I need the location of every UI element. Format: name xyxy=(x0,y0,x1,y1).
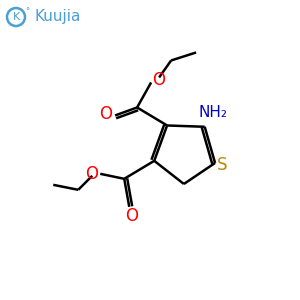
Text: S: S xyxy=(217,156,227,174)
Text: NH₂: NH₂ xyxy=(198,105,227,120)
Text: O: O xyxy=(100,106,112,124)
Text: Kuujia: Kuujia xyxy=(35,10,81,25)
Text: °: ° xyxy=(25,8,29,16)
Text: K: K xyxy=(12,12,20,22)
Text: O: O xyxy=(85,165,98,183)
Text: O: O xyxy=(153,71,166,89)
Text: O: O xyxy=(125,207,138,225)
